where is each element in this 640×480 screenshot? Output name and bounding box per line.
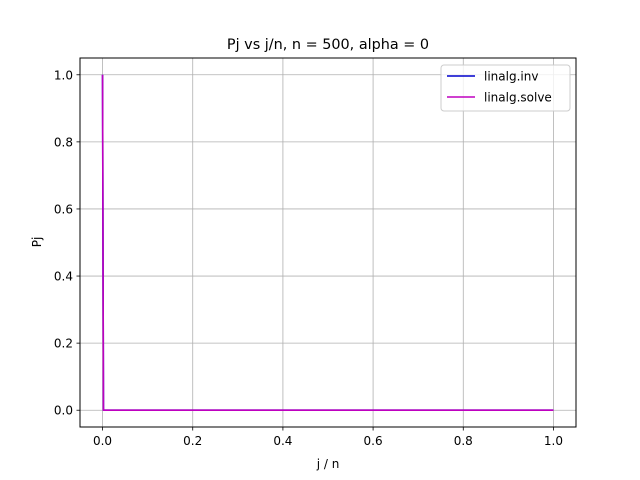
plot-frame: [79, 57, 577, 428]
y-tick-label: 0.6: [54, 202, 73, 216]
plot-lines: [101, 74, 554, 412]
y-tick-label: 0.8: [54, 135, 73, 149]
y-tick-label: 0.2: [54, 337, 73, 351]
legend: linalg.inv linalg.solve: [440, 64, 571, 112]
y-tick-label: 1.0: [54, 68, 73, 82]
y-tick-label: 0.4: [54, 270, 73, 284]
x-tick-label: 0.0: [93, 434, 112, 448]
x-tick-label: 0.4: [273, 434, 292, 448]
y-axis-label: Pj: [30, 237, 44, 248]
legend-label: linalg.inv: [484, 70, 538, 84]
legend-label: linalg.solve: [484, 91, 552, 105]
x-axis: 0.0 0.2 0.4 0.6 0.8 1.0: [93, 427, 563, 448]
x-axis-label: j / n: [316, 457, 340, 471]
x-tick-label: 0.8: [454, 434, 473, 448]
series-line-1: [101, 74, 554, 412]
y-axis: 0.0 0.2 0.4 0.6 0.8 1.0: [54, 68, 80, 418]
x-tick-label: 0.6: [364, 434, 383, 448]
grid: [80, 58, 576, 427]
x-tick-label: 1.0: [544, 434, 563, 448]
y-tick-label: 0.0: [54, 404, 73, 418]
chart-title: Pj vs j/n, n = 500, alpha = 0: [227, 37, 429, 53]
x-tick-label: 0.2: [183, 434, 202, 448]
